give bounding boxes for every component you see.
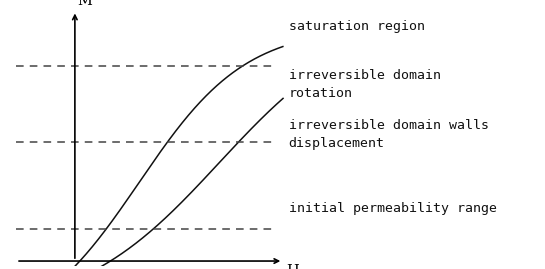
Text: M: M (77, 0, 93, 8)
Text: saturation region: saturation region (288, 20, 425, 33)
Text: irreversible domain walls
displacement: irreversible domain walls displacement (288, 119, 488, 150)
Text: H: H (286, 264, 299, 269)
Text: initial permeability range: initial permeability range (288, 202, 496, 215)
Text: irreversible domain
rotation: irreversible domain rotation (288, 69, 440, 100)
